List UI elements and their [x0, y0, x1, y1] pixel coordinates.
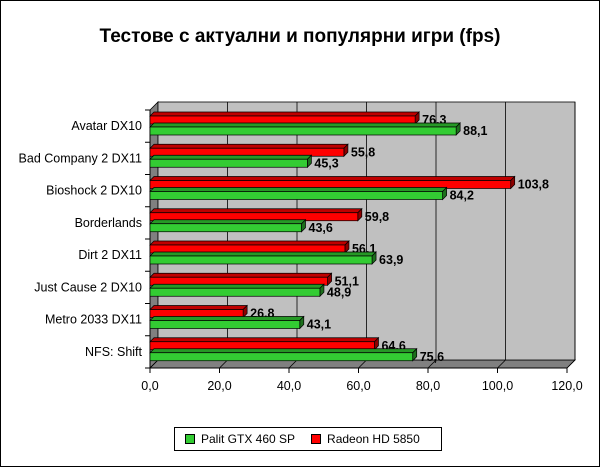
bar-palit-top [149, 122, 461, 128]
x-tick-label: 40,0 [277, 379, 301, 393]
bar-palit [149, 352, 414, 362]
data-label: 103,8 [518, 178, 549, 192]
floor-gridline [566, 359, 576, 369]
bar-palit [149, 191, 443, 200]
category-label: Bad Company 2 DX11 [19, 151, 142, 165]
floor-gridline [427, 359, 437, 369]
bar-palit [149, 320, 301, 329]
bar-radeon-top [149, 111, 420, 117]
x-tick-label: 120,0 [551, 379, 582, 393]
bar-radeon-top [149, 240, 350, 246]
legend-item-palit: Palit GTX 460 SP [185, 432, 295, 446]
x-tick-label: 20,0 [207, 379, 231, 393]
legend-swatch-palit [185, 434, 195, 444]
legend: Palit GTX 460 SP Radeon HD 5850 [174, 427, 442, 451]
data-label: 75,6 [420, 350, 444, 364]
category-label: Avatar DX10 [71, 119, 142, 133]
bar-radeon-top [149, 272, 333, 278]
category-label: Just Cause 2 DX10 [34, 280, 142, 294]
x-tick-label: 100,0 [482, 379, 513, 393]
bar-palit-top [149, 154, 313, 160]
data-label: 51,1 [335, 274, 359, 288]
bar-palit-top [149, 251, 377, 257]
legend-item-radeon: Radeon HD 5850 [311, 432, 420, 446]
bar-palit-top [149, 283, 325, 289]
bar-palit-top [149, 219, 307, 225]
x-tick-label: 80,0 [416, 379, 440, 393]
floor-gridline [219, 359, 228, 369]
bar-radeon-top [149, 143, 349, 149]
bar-radeon-top [149, 337, 380, 343]
x-tick-label: 60,0 [346, 379, 370, 393]
data-label: 59,8 [365, 210, 389, 224]
category-label: Dirt 2 DX11 [78, 248, 142, 262]
bar-palit [149, 126, 457, 136]
data-label: 45,3 [314, 156, 338, 170]
bar-palit [149, 223, 302, 233]
bar-palit [149, 158, 308, 168]
bar-radeon-top [149, 208, 363, 214]
data-label: 63,9 [379, 253, 403, 267]
category-label: Metro 2033 DX11 [45, 313, 142, 327]
bar-radeon-top [149, 176, 516, 181]
bar-palit-top [149, 316, 305, 321]
x-tick-label: 0,0 [141, 379, 158, 393]
data-label: 88,1 [463, 124, 487, 138]
data-label: 43,1 [307, 318, 331, 332]
bar-palit-top [149, 348, 418, 354]
legend-swatch-radeon [311, 434, 322, 444]
floor-gridline [149, 359, 159, 369]
floor-gridline [288, 359, 298, 369]
category-label: Borderlands [75, 216, 142, 230]
bar-radeon-top [149, 305, 248, 310]
bar-palit [149, 287, 321, 297]
legend-label-palit: Palit GTX 460 SP [201, 432, 296, 446]
floor-gridline [497, 359, 506, 369]
category-label: Bioshock 2 DX10 [46, 184, 142, 198]
category-label: NFS: Shift [85, 345, 142, 359]
data-label: 84,2 [450, 189, 474, 203]
data-label: 48,9 [327, 285, 351, 299]
legend-label-radeon: Radeon HD 5850 [327, 432, 420, 446]
data-label: 55,8 [351, 145, 375, 159]
data-label: 43,6 [309, 221, 333, 235]
bar-palit [149, 255, 373, 265]
floor-gridline [358, 359, 367, 369]
chart-title: Тестове с актуални и популярни игри (fps… [99, 26, 501, 47]
bar-palit-top [149, 187, 448, 192]
